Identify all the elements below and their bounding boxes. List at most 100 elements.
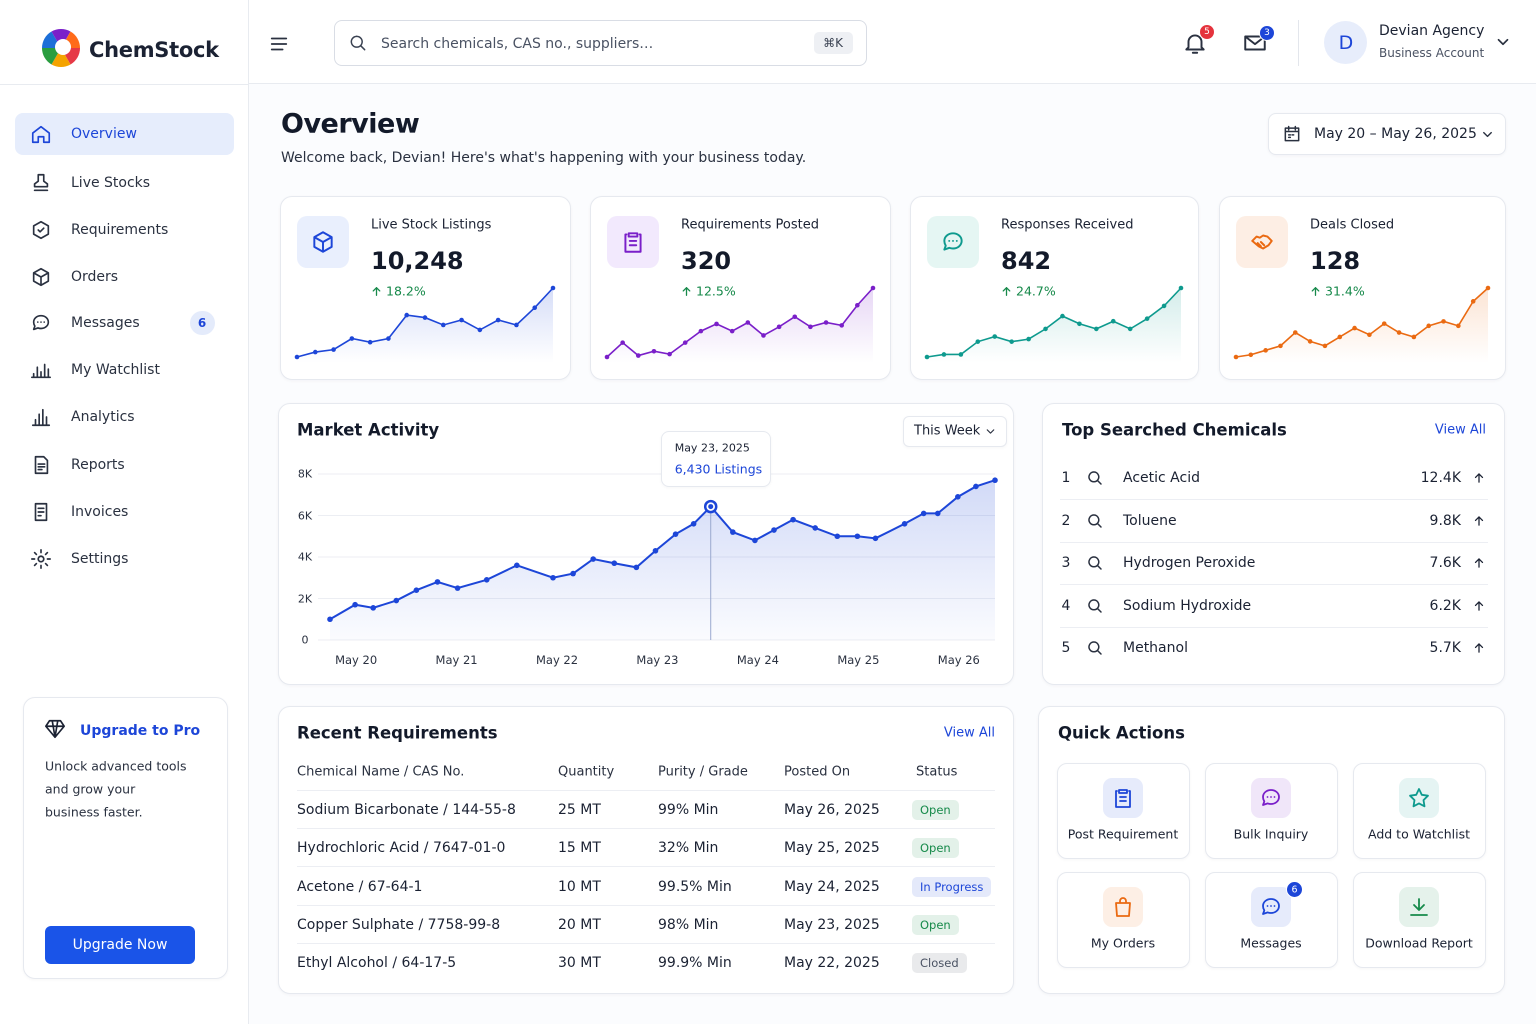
nav-icon [33, 173, 49, 192]
sparkline-point [729, 328, 735, 334]
icon-path [1115, 789, 1131, 808]
stat-value: 842 [1001, 247, 1052, 275]
quick-action-tile[interactable] [1205, 872, 1338, 968]
mail-count: 3 [1264, 28, 1270, 38]
nav-item[interactable]: Overview [71, 126, 137, 142]
sparkline-point [667, 351, 672, 357]
x-tick-label: May 20 [335, 653, 378, 667]
sparkline-point [1178, 285, 1184, 291]
x-tick-label: May 25 [837, 653, 880, 667]
section-title: Recent Requirements [297, 723, 498, 743]
nav-item[interactable]: Settings [71, 551, 129, 567]
page-subtitle: Welcome back, Devian! Here's what's happ… [281, 150, 807, 166]
sparkline-point [312, 349, 318, 355]
nav-item[interactable]: Messages [71, 315, 140, 331]
nav-item[interactable]: Invoices [71, 504, 129, 520]
point [454, 585, 461, 591]
point [611, 560, 618, 567]
date-range-picker[interactable] [1268, 113, 1506, 155]
sparkline-point [422, 315, 428, 320]
sparkline-point [331, 347, 336, 352]
upgrade-button[interactable] [45, 926, 195, 964]
row-divider [1060, 584, 1488, 586]
point [483, 577, 490, 583]
sparkline-point [958, 352, 964, 357]
row-divider [297, 828, 995, 829]
nav-item[interactable]: Analytics [71, 409, 135, 425]
point [590, 556, 596, 562]
nav-item[interactable]: Live Stocks [71, 175, 151, 191]
top-divider [1298, 20, 1299, 66]
quick-action-badge: 6 [1291, 884, 1298, 895]
quick-action-label[interactable]: My Orders [1090, 935, 1156, 951]
table-cell: 99.9% Min [658, 955, 732, 972]
section-title: Quick Actions [1058, 723, 1185, 743]
quick-action-label[interactable]: Add to Watchlist [1368, 826, 1470, 842]
quick-action-icon-bg [1103, 778, 1143, 818]
quick-action-tile[interactable] [1353, 872, 1486, 968]
quick-action-icon [1262, 789, 1280, 806]
quick-action-badge-bg [1286, 881, 1303, 898]
nav-item[interactable]: Reports [71, 457, 125, 473]
icon-path [350, 35, 366, 51]
icon-path [1474, 473, 1484, 483]
table-cell: 99% Min [658, 802, 719, 818]
sparkline-point [367, 339, 373, 345]
table-cell: May 23, 2025 [784, 916, 880, 933]
quick-action-tile[interactable] [1353, 763, 1486, 859]
chemical-name[interactable]: Acetic Acid [1123, 470, 1200, 486]
quick-action-label[interactable]: Messages [1240, 935, 1302, 951]
menu-button [270, 37, 288, 51]
icon-path [1474, 515, 1484, 526]
x-tick-label: May 23 [636, 653, 679, 667]
table-cell: Sodium Bicarbonate / 144-55-8 [297, 802, 516, 818]
sparkline-point [1470, 299, 1476, 304]
icon-path [34, 502, 48, 522]
point [434, 579, 441, 585]
quick-action-label[interactable]: Download Report [1365, 935, 1473, 951]
chemical-name[interactable]: Sodium Hydroxide [1123, 597, 1252, 614]
point [920, 510, 927, 517]
avatar[interactable] [1324, 21, 1367, 64]
column-header: Status [916, 764, 958, 780]
table-cell: Acetone / 67-64-1 [297, 878, 423, 895]
trend-arrow [1474, 601, 1484, 611]
nav-item[interactable]: My Watchlist [71, 362, 160, 378]
icon-path [1115, 897, 1131, 917]
icon-path [1474, 558, 1484, 568]
sparkline-point [761, 333, 766, 338]
header-divider [297, 790, 995, 791]
rank: 2 [1061, 512, 1071, 529]
sparkline-point [514, 322, 519, 328]
column-header: Purity / Grade [658, 764, 748, 780]
nav-icon [31, 549, 51, 569]
sparkline-point [682, 340, 688, 345]
search-box[interactable] [334, 20, 867, 66]
trend-arrow [1474, 643, 1484, 654]
upgrade-title: Upgrade to Pro [80, 723, 201, 739]
table-cell: May 26, 2025 [784, 802, 880, 818]
sparkline-point [495, 317, 501, 323]
quick-action-tile[interactable] [1205, 763, 1338, 859]
quick-action-label[interactable]: Post Requirement [1067, 826, 1179, 842]
line [329, 479, 996, 621]
chemical-name[interactable]: Hydrogen Peroxide [1123, 555, 1256, 572]
sparkline-point [651, 348, 657, 354]
quick-action-label[interactable]: Bulk Inquiry [1233, 826, 1309, 842]
sparkline-point [532, 305, 538, 311]
table-cell: 99.5% Min [658, 878, 732, 895]
nav-item[interactable]: Orders [71, 269, 119, 285]
column-header: Quantity [558, 764, 615, 780]
quick-action-tile[interactable] [1057, 872, 1190, 968]
icon-path [1088, 599, 1102, 613]
view-all-link[interactable]: View All [943, 725, 995, 741]
quick-action-tile[interactable] [1057, 763, 1190, 859]
chemical-name[interactable]: Methanol [1123, 640, 1188, 657]
status-pill: Closed [912, 953, 967, 974]
view-all-link[interactable]: View All [1434, 422, 1486, 438]
point [934, 510, 941, 517]
chemical-name[interactable]: Toluene [1123, 512, 1177, 529]
search-icon [1088, 471, 1102, 485]
nav-item[interactable]: Requirements [71, 222, 169, 238]
search-count: 9.8K [1429, 512, 1461, 529]
